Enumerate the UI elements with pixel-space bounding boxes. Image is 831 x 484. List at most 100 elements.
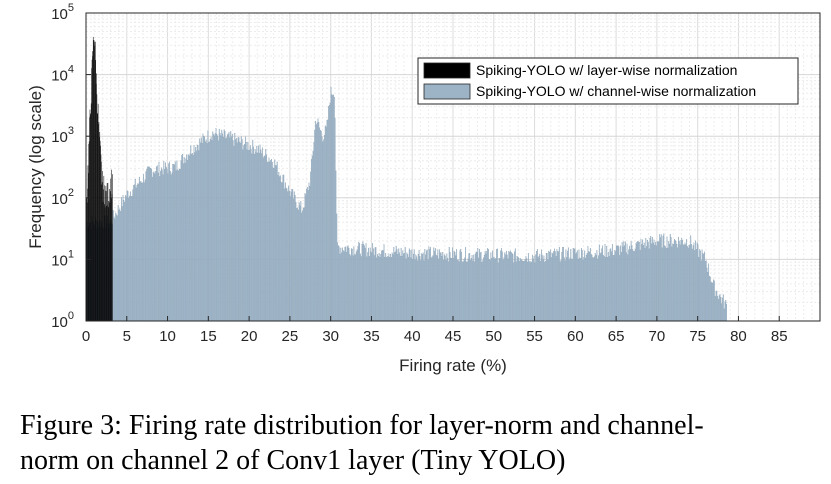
bar-channel-wise xyxy=(389,257,391,322)
bar-channel-wise xyxy=(285,187,287,322)
bar-channel-wise xyxy=(299,205,301,322)
bar-channel-wise xyxy=(546,253,548,322)
bar-channel-wise xyxy=(615,251,617,322)
bar-channel-wise xyxy=(412,259,414,322)
bar-channel-wise xyxy=(504,252,506,322)
bar-channel-wise xyxy=(720,297,722,322)
bar-channel-wise xyxy=(673,239,675,322)
bar-layer-wise xyxy=(110,178,112,321)
bar-channel-wise xyxy=(606,245,608,322)
bar-channel-wise xyxy=(209,141,210,322)
bar-channel-wise xyxy=(585,255,587,322)
bar-channel-wise xyxy=(235,139,237,322)
bar-channel-wise xyxy=(241,139,243,322)
bar-channel-wise xyxy=(303,207,305,322)
bar-channel-wise xyxy=(531,262,533,322)
bar-channel-wise xyxy=(152,172,154,322)
bar-channel-wise xyxy=(476,251,478,322)
bar-channel-wise xyxy=(343,251,345,322)
bar-channel-wise xyxy=(515,261,517,322)
bar-channel-wise xyxy=(390,257,392,322)
bar-channel-wise xyxy=(685,244,687,322)
bar-channel-wise xyxy=(368,256,370,322)
bar-channel-wise xyxy=(575,253,577,322)
bar-channel-wise xyxy=(154,173,156,322)
bar-channel-wise xyxy=(582,259,584,322)
bar-channel-wise xyxy=(642,245,644,322)
bar-channel-wise xyxy=(386,257,387,322)
bar-channel-wise xyxy=(676,244,678,322)
bar-channel-wise xyxy=(414,259,416,322)
bar-channel-wise xyxy=(324,125,326,322)
bar-channel-wise xyxy=(206,143,208,322)
bar-channel-wise xyxy=(602,255,604,322)
bar-channel-wise xyxy=(633,251,635,322)
bar-channel-wise xyxy=(121,206,123,322)
bar-channel-wise xyxy=(666,236,668,322)
bar-channel-wise xyxy=(452,258,454,322)
bar-channel-wise xyxy=(218,140,219,322)
bar-channel-wise xyxy=(450,257,452,322)
bar-channel-wise xyxy=(396,249,398,322)
legend-entry-channel-wise: Spiking-YOLO w/ channel-wise normalizati… xyxy=(476,83,756,99)
bar-channel-wise xyxy=(398,248,400,322)
bar-channel-wise xyxy=(349,254,351,322)
bar-channel-wise xyxy=(569,257,571,322)
bar-channel-wise xyxy=(156,166,157,322)
bar-layer-wise xyxy=(98,124,99,321)
y-tick-label: 104 xyxy=(51,64,74,85)
bar-channel-wise xyxy=(146,169,148,322)
bar-layer-wise xyxy=(101,184,103,321)
bar-channel-wise xyxy=(653,239,655,322)
bar-channel-wise xyxy=(610,248,612,322)
bar-channel-wise xyxy=(678,240,680,322)
bar-channel-wise xyxy=(270,160,272,322)
bar-channel-wise xyxy=(514,251,515,322)
bar-channel-wise xyxy=(682,244,684,322)
bar-channel-wise xyxy=(240,142,241,322)
bar-channel-wise xyxy=(432,255,434,322)
x-axis-ticks: 0 5 10 15 20 25 30 35 40 45 50 55 60 65 70 75 80 85 xyxy=(82,316,788,345)
bar-channel-wise xyxy=(276,161,278,322)
bar-layer-wise xyxy=(99,137,100,321)
bar-channel-wise xyxy=(253,146,254,322)
bar-channel-wise xyxy=(648,248,650,322)
bar-channel-wise xyxy=(332,95,334,322)
bar-channel-wise xyxy=(384,256,386,322)
bar-channel-wise xyxy=(131,195,133,322)
bar-channel-wise xyxy=(284,188,285,322)
bar-channel-wise xyxy=(234,132,236,322)
bar-channel-wise xyxy=(691,248,693,322)
bar-channel-wise xyxy=(143,182,145,322)
bar-channel-wise xyxy=(280,182,282,322)
bar-channel-wise xyxy=(497,262,499,322)
bar-channel-wise xyxy=(273,168,275,322)
bar-channel-wise xyxy=(199,138,201,322)
bar-channel-wise xyxy=(225,138,227,322)
bar-channel-wise xyxy=(453,250,455,322)
bar-layer-wise xyxy=(108,207,109,321)
bar-channel-wise xyxy=(646,246,648,322)
bar-channel-wise xyxy=(230,131,232,322)
bar-channel-wise xyxy=(474,253,476,322)
bar-channel-wise xyxy=(195,147,197,322)
legend: Spiking-YOLO w/ layer-wise normalization… xyxy=(417,57,799,105)
bar-channel-wise xyxy=(383,244,385,322)
bar-layer-wise xyxy=(89,109,91,322)
bar-channel-wise xyxy=(193,145,195,322)
bar-channel-wise xyxy=(585,258,586,322)
bar-channel-wise xyxy=(601,248,603,322)
bar-channel-wise xyxy=(222,133,223,322)
bar-channel-wise xyxy=(449,252,451,322)
bar-layer-wise xyxy=(93,40,94,322)
bar-channel-wise xyxy=(434,250,436,322)
bar-channel-wise xyxy=(309,186,311,322)
bar-channel-wise xyxy=(354,254,356,322)
bar-channel-wise xyxy=(233,145,235,322)
bar-channel-wise xyxy=(429,249,431,322)
bar-channel-wise xyxy=(255,152,257,322)
bar-channel-wise xyxy=(594,256,595,322)
bar-channel-wise xyxy=(434,248,436,322)
bar-channel-wise xyxy=(254,149,256,322)
bar-channel-wise xyxy=(509,251,511,322)
